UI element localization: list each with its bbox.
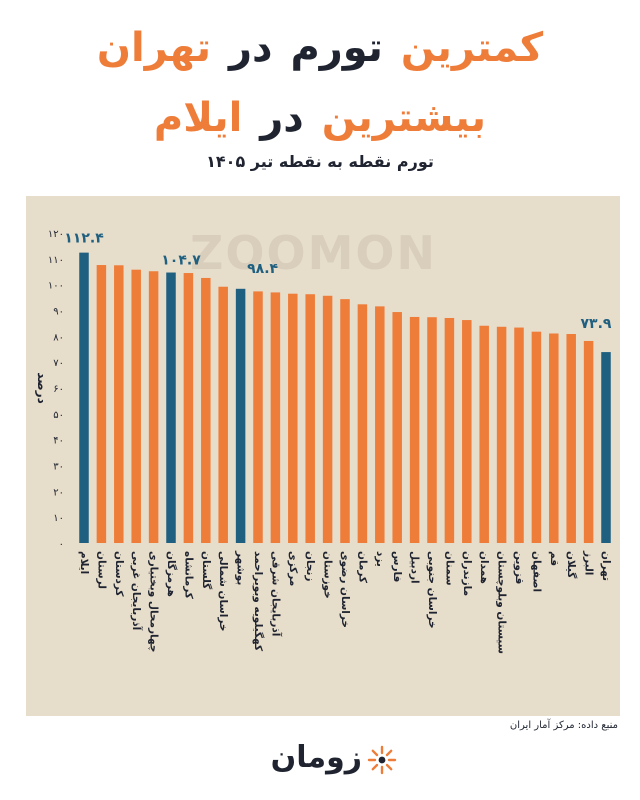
bar — [392, 312, 402, 543]
bar — [114, 265, 124, 543]
bar — [514, 327, 524, 543]
y-tick-label: ۱۲۰ — [48, 229, 64, 240]
y-tick-label: ۱۰۰ — [48, 281, 64, 292]
category-label: قزوین — [513, 551, 525, 584]
bar — [531, 331, 542, 543]
bar — [79, 252, 89, 543]
category-label: آذربایجان شرقی — [269, 551, 282, 637]
bar — [357, 304, 368, 543]
category-label: کرمانشاه — [182, 551, 194, 600]
y-tick-label: ۳۰ — [53, 462, 64, 473]
bar — [235, 288, 246, 543]
category-label: بوشهر — [235, 550, 247, 585]
zoomon-logo-icon — [367, 745, 397, 775]
category-label: گیلان — [565, 551, 578, 579]
y-tick-label: ۹۰ — [53, 307, 64, 318]
category-label: فارس — [391, 551, 403, 582]
data-label: ۱۰۴.۷ — [161, 253, 201, 269]
source-note: منبع داده: مرکز آمار ایران — [509, 720, 618, 731]
category-label: قم — [548, 551, 560, 566]
bar — [270, 292, 281, 543]
category-label: کردستان — [113, 551, 125, 597]
category-label: مازندران — [461, 551, 473, 596]
category-label: مرکزی — [287, 551, 299, 586]
y-tick-label: ۱۱۰ — [48, 255, 64, 266]
category-label: کهگیلویه وبویراحمد — [252, 551, 265, 652]
chart-title-line-1: کمترین تورم در تهران — [0, 22, 640, 74]
brand-logo: زومان — [248, 740, 398, 780]
chart-title-line-2: بیشترین در ایلام — [0, 92, 640, 144]
title-word: تهران — [96, 25, 212, 71]
title-word: بیشترین — [321, 95, 487, 141]
category-label: زنجان — [304, 551, 316, 581]
bar — [148, 271, 159, 543]
category-label: خراسان رضوی — [339, 551, 351, 628]
category-label: خراسان شمالی — [217, 551, 229, 631]
bar — [166, 272, 176, 543]
bar — [253, 291, 263, 543]
y-tick-label: ۸۰ — [53, 332, 64, 343]
bar — [601, 352, 611, 543]
category-label: ایلام — [78, 551, 90, 574]
category-label: گلستان — [200, 551, 213, 590]
bar — [96, 265, 107, 543]
bar — [479, 325, 489, 543]
bar — [566, 334, 576, 543]
title-word: در — [260, 95, 304, 141]
category-label: چهارمحال وبختیاری — [148, 551, 160, 652]
bar — [444, 317, 455, 543]
bar — [288, 293, 298, 543]
data-label: ۹۸.۴ — [247, 261, 278, 277]
title-word: ایلام — [153, 95, 243, 141]
bar — [427, 317, 437, 543]
category-label: اصفهان — [530, 551, 542, 592]
bar — [322, 295, 333, 543]
bar — [375, 306, 385, 543]
bar — [218, 286, 228, 543]
bar — [183, 273, 194, 543]
category-label: سیستان وبلوچستان — [496, 551, 508, 654]
y-tick-label: ۲۰ — [53, 487, 64, 498]
y-tick-label: ۷۰ — [53, 358, 64, 369]
bar — [305, 294, 315, 543]
y-tick-label: ۴۰ — [53, 436, 64, 447]
y-axis-label: درصد — [35, 372, 49, 404]
category-label: کرمان — [356, 551, 368, 584]
category-label: لرستان — [95, 551, 107, 589]
watermark: ZOOMON — [190, 226, 437, 280]
category-label: خوزستان — [322, 551, 334, 599]
brand-name: زومان — [270, 740, 362, 775]
title-word: تورم — [290, 25, 383, 71]
y-tick-label: ۵۰ — [53, 410, 64, 421]
category-label: همدان — [478, 551, 490, 584]
category-label: اردبیل — [409, 551, 421, 584]
title-word: در — [228, 25, 273, 71]
y-tick-label: ۱۰ — [53, 513, 64, 524]
category-label: خراسان جنوبی — [426, 551, 438, 629]
category-label: سمنان — [443, 551, 455, 586]
bar — [409, 316, 420, 543]
category-label: هرمزگان — [165, 551, 178, 597]
data-label: ۱۱۲.۴ — [64, 231, 104, 247]
bar — [496, 326, 507, 543]
bar — [340, 299, 350, 543]
category-label: البرز — [583, 550, 595, 575]
bar — [549, 333, 559, 543]
bar — [201, 277, 211, 543]
chart-subtitle: تورم نقطه به نقطه تیر ۱۴۰۵ — [206, 152, 434, 171]
title-word: کمترین — [400, 25, 544, 71]
y-tick-label: ۰ — [59, 539, 64, 550]
data-label: ۷۳.۹ — [581, 316, 612, 332]
category-label: یزد — [374, 551, 386, 567]
bar — [462, 320, 472, 543]
bar — [583, 340, 594, 543]
category-label: آذربایجان غربی — [130, 551, 143, 631]
bar — [131, 269, 141, 543]
y-tick-label: ۶۰ — [53, 384, 64, 395]
category-label: تهران — [600, 551, 612, 581]
bar-chart: ۰ ۱۰ ۲۰ ۳۰ ۴۰ ۵۰ ۶۰ ۷۰ ۸۰ ۹۰ ۱۰۰ ۱۱۰ ۱۲۰ درصد ایلام لرس… — [35, 229, 612, 654]
